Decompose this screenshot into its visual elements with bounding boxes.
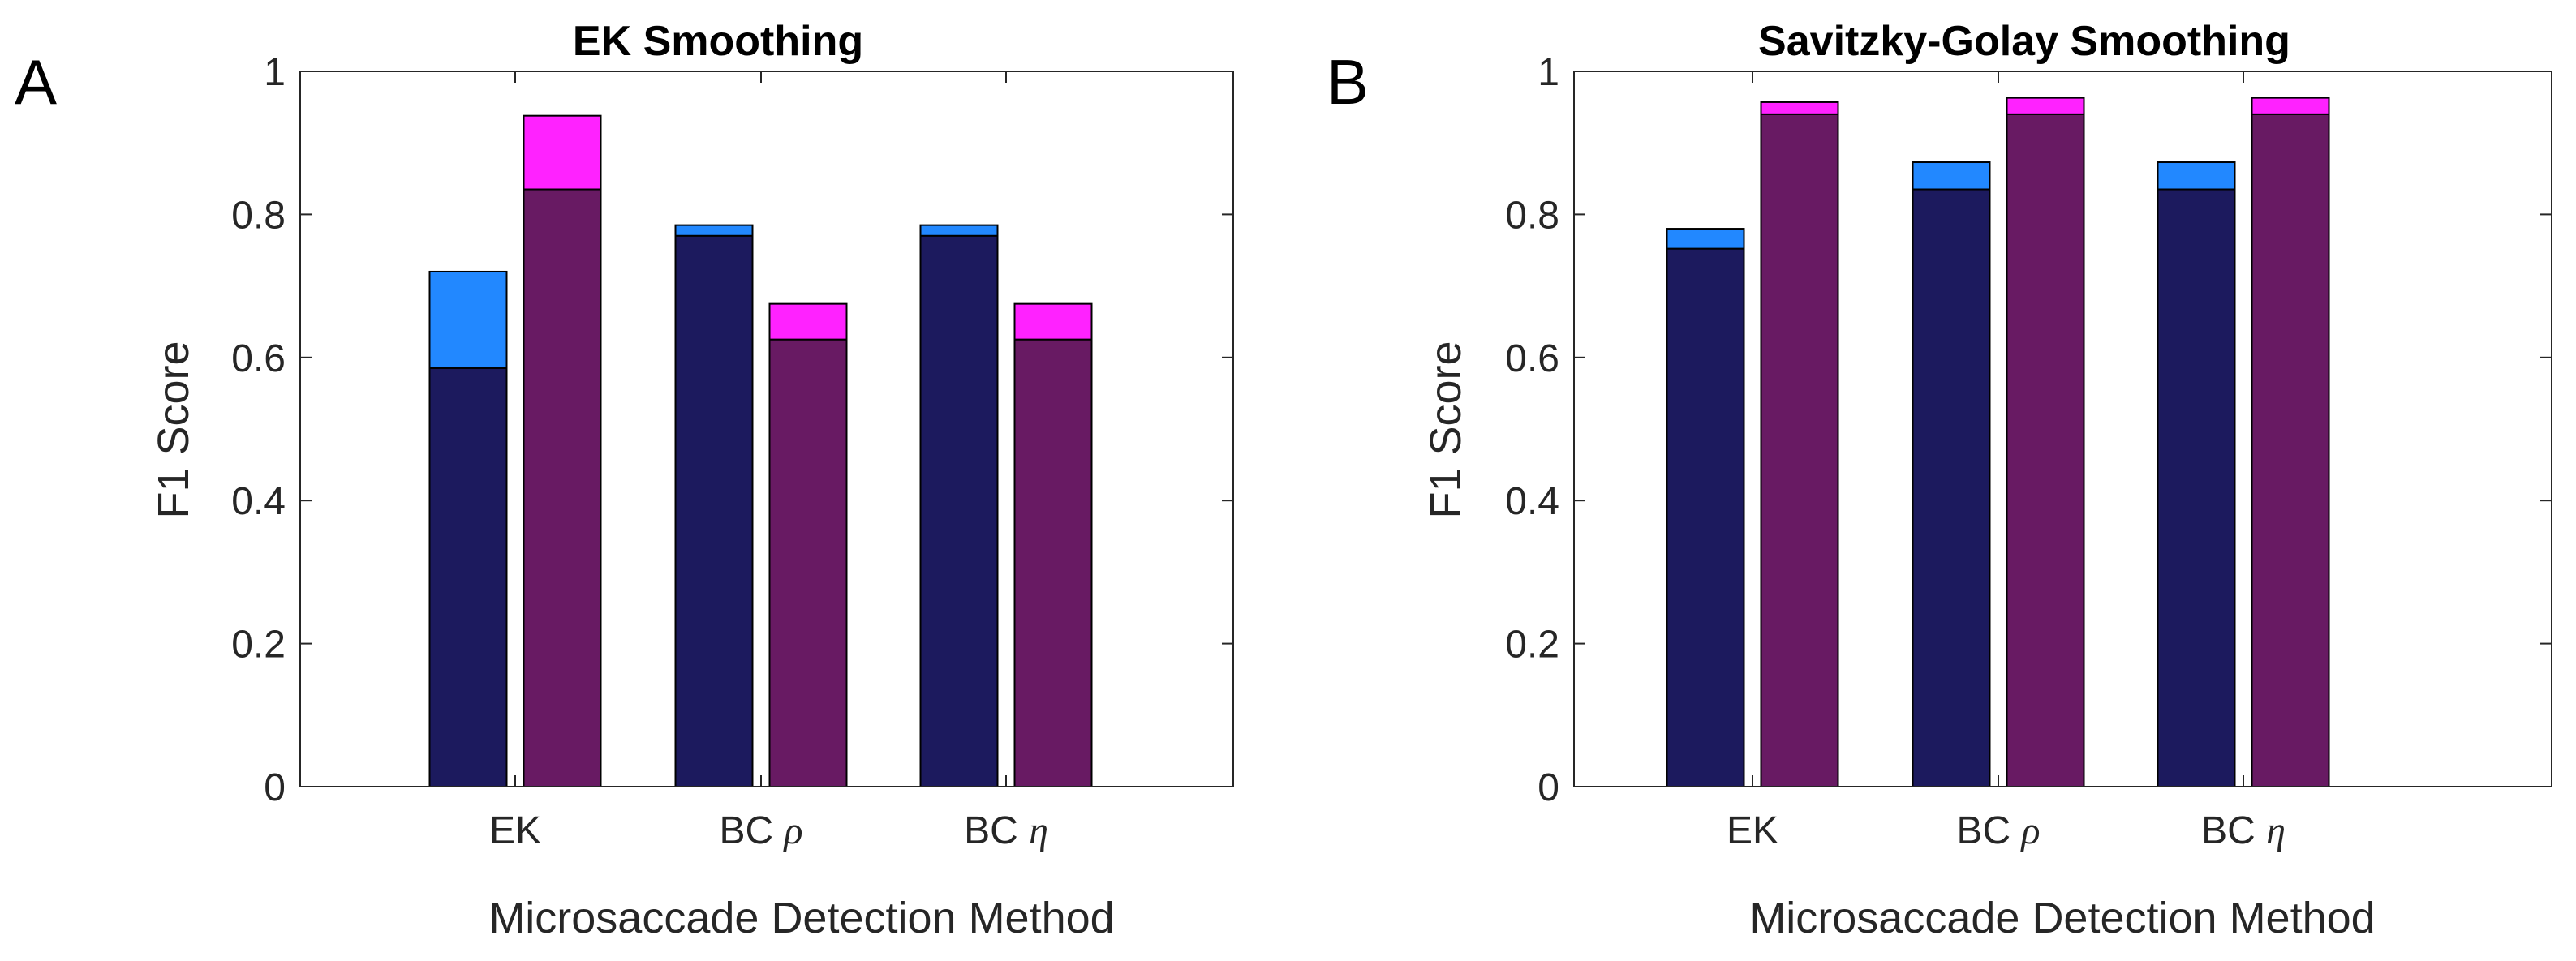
- y-tick-label-a: 0.6: [231, 337, 286, 380]
- y-tick-label-b: 0: [1537, 766, 1559, 809]
- y-tick-label-a: 0.8: [231, 194, 286, 237]
- bar-top-a-s0-c2: [919, 224, 999, 237]
- bar-base-b-s0-c0: [1666, 247, 1745, 787]
- bar-base-b-s1-c1: [2006, 113, 2085, 788]
- panel-letter-a: A: [15, 46, 57, 118]
- y-tick-label-a: 0: [264, 766, 286, 809]
- chart-title-b: Savitzky-Golay Smoothing: [1758, 18, 2290, 65]
- y-tick-label-a: 1: [264, 51, 286, 94]
- x-tick-label-b-2: BC η: [2201, 809, 2286, 852]
- bar-top-b-s1-c1: [2006, 97, 2085, 115]
- bar-top-a-s0-c1: [674, 224, 754, 237]
- x-tick-label-a-0: EK: [489, 809, 541, 852]
- y-tick-label-b: 0.4: [1505, 480, 1559, 523]
- bar-top-b-s1-c2: [2251, 97, 2330, 115]
- y-tick-label-b: 0.6: [1505, 337, 1559, 380]
- bar-base-a-s0-c0: [428, 367, 508, 787]
- chart-panel-b: B Savitzky-Golay Smoothing Microsaccade …: [1327, 18, 2552, 942]
- y-tick-label-b: 1: [1537, 51, 1559, 94]
- bar-base-a-s1-c1: [768, 338, 848, 787]
- x-tick-label-b-0: EK: [1727, 809, 1778, 852]
- bar-top-b-s0-c1: [1912, 161, 1991, 191]
- bar-top-a-s0-c0: [428, 270, 508, 370]
- bar-base-b-s1-c0: [1760, 113, 1839, 788]
- bar-top-b-s1-c0: [1760, 101, 1839, 115]
- chart-title-a: EK Smoothing: [573, 18, 863, 65]
- bar-base-b-s0-c2: [2157, 188, 2236, 787]
- bar-top-a-s1-c1: [768, 302, 848, 341]
- y-tick-label-b: 0.2: [1505, 624, 1559, 667]
- y-tick-label-a: 0.4: [231, 480, 286, 523]
- panel-letter-b: B: [1327, 46, 1369, 118]
- x-tick-label-b-1: BC ρ: [1956, 809, 2040, 852]
- plot-frame-a: [299, 71, 1234, 787]
- chart-panel-a: A EK Smoothing Microsaccade Detection Me…: [15, 18, 1234, 942]
- bar-top-b-s0-c0: [1666, 228, 1745, 250]
- y-tick-label-b: 0.8: [1505, 194, 1559, 237]
- bar-top-a-s1-c2: [1013, 302, 1093, 341]
- bar-base-b-s1-c2: [2251, 113, 2330, 788]
- bar-base-b-s0-c1: [1912, 188, 1991, 787]
- bar-top-b-s0-c2: [2157, 161, 2236, 191]
- x-tick-label-a-1: BC ρ: [719, 809, 802, 852]
- bar-top-a-s1-c0: [523, 114, 602, 191]
- bar-base-a-s1-c2: [1013, 338, 1093, 787]
- bar-base-a-s0-c2: [919, 234, 999, 787]
- y-tick-label-a: 0.2: [231, 624, 286, 667]
- x-axis-label-a: Microsaccade Detection Method: [488, 894, 1114, 942]
- bar-base-a-s0-c1: [674, 234, 754, 787]
- plot-frame-b: [1573, 71, 2552, 787]
- bar-base-a-s1-c0: [523, 188, 602, 787]
- y-axis-label-a: F1 Score: [149, 341, 198, 518]
- x-axis-label-b: Microsaccade Detection Method: [1749, 894, 2375, 942]
- x-tick-label-a-2: BC η: [964, 809, 1048, 852]
- y-axis-label-b: F1 Score: [1421, 341, 1470, 518]
